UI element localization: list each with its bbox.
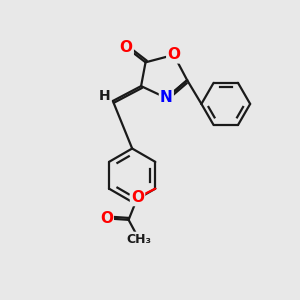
Text: O: O [131,190,144,205]
Text: O: O [100,211,113,226]
Text: O: O [120,40,133,55]
Text: CH₃: CH₃ [127,233,152,246]
Text: O: O [167,47,180,62]
Text: H: H [99,88,110,103]
Text: N: N [160,91,173,106]
